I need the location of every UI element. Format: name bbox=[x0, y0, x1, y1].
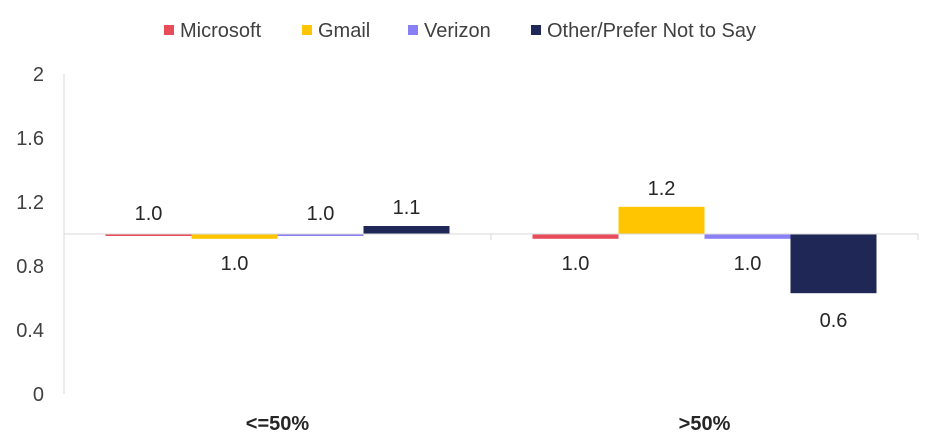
y-tick-label-2: 0.8 bbox=[16, 256, 44, 278]
y-axis: 0 0.4 0.8 1.2 1.6 2 bbox=[16, 64, 65, 406]
data-label-1-0: 1.0 bbox=[562, 253, 590, 275]
data-label-0-0: 1.0 bbox=[135, 203, 163, 225]
y-tick-label-0: 0 bbox=[33, 384, 44, 406]
legend-swatch-1 bbox=[302, 25, 312, 35]
legend: Microsoft Gmail Verizon Other/Prefer Not to… bbox=[164, 20, 756, 42]
data-label-0-3: 1.1 bbox=[393, 197, 421, 219]
bar-0-1 bbox=[191, 234, 278, 239]
data-label-1-2: 1.0 bbox=[734, 253, 762, 275]
y-tick-label-3: 1.2 bbox=[16, 192, 44, 214]
y-tick-label-4: 1.6 bbox=[16, 128, 44, 150]
category-label-0: <=50% bbox=[246, 413, 310, 435]
x-axis: <=50% >50% bbox=[63, 233, 919, 435]
data-label-1-3: 0.6 bbox=[820, 310, 848, 332]
legend-swatch-2 bbox=[408, 25, 418, 35]
legend-label-0: Microsoft bbox=[180, 20, 262, 42]
bars bbox=[105, 206, 877, 294]
y-tick-label-1: 0.4 bbox=[16, 320, 44, 342]
y-tick-label-5: 2 bbox=[33, 64, 44, 86]
bar-1-2 bbox=[704, 234, 791, 239]
data-label-0-2: 1.0 bbox=[307, 203, 335, 225]
legend-swatch-3 bbox=[531, 25, 541, 35]
bar-0-3 bbox=[363, 226, 450, 234]
bar-0-0 bbox=[105, 234, 192, 236]
legend-label-1: Gmail bbox=[318, 20, 370, 42]
category-label-1: >50% bbox=[679, 413, 731, 435]
legend-swatch-0 bbox=[164, 25, 174, 35]
data-label-0-1: 1.0 bbox=[221, 253, 249, 275]
bar-1-1 bbox=[618, 206, 705, 234]
bar-1-3 bbox=[790, 234, 877, 294]
legend-label-3: Other/Prefer Not to Say bbox=[547, 20, 756, 42]
data-label-1-1: 1.2 bbox=[648, 178, 676, 200]
data-labels: 1.0 1.0 1.0 1.1 1.0 1.2 1.0 0.6 bbox=[135, 178, 848, 332]
bar-0-2 bbox=[277, 234, 364, 236]
legend-label-2: Verizon bbox=[424, 20, 491, 42]
bar-1-0 bbox=[532, 234, 619, 239]
